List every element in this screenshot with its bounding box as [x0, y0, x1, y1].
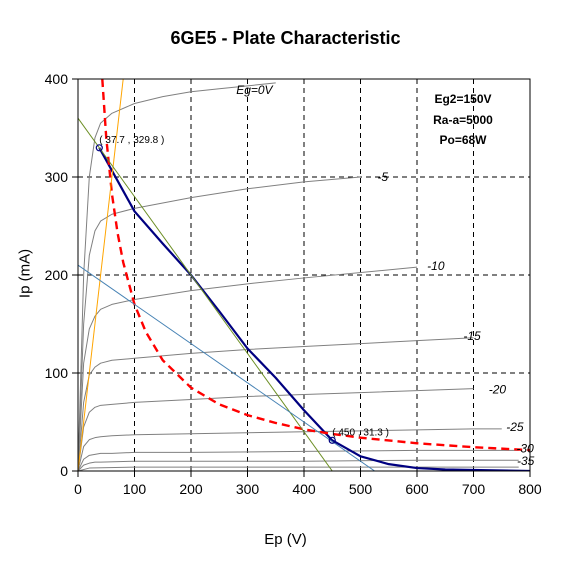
operating-point-marker — [328, 436, 336, 444]
series-line-30 — [78, 449, 519, 471]
series-line-5 — [78, 176, 361, 471]
x-tick-label: 0 — [74, 481, 82, 497]
x-axis-label: Ep (V) — [264, 531, 307, 548]
series-line — [78, 79, 124, 471]
y-tick-label: 300 — [45, 169, 69, 185]
series-line-Eg0V — [78, 82, 276, 471]
x-tick-label: 300 — [236, 481, 260, 497]
operating-point-marker — [95, 144, 103, 152]
series-line — [101, 79, 530, 452]
series-line — [98, 147, 530, 471]
grid-voltage-label: -35 — [517, 454, 535, 468]
grid-voltage-label: Eg=0V — [236, 83, 273, 97]
grid-voltage-label: -20 — [489, 383, 507, 397]
x-tick-label: 200 — [179, 481, 203, 497]
series-line — [78, 466, 519, 471]
y-tick-label: 400 — [45, 71, 69, 87]
series-line-20 — [78, 388, 474, 471]
x-tick-label: 800 — [518, 481, 542, 497]
y-tick-label: 100 — [45, 365, 69, 381]
grid-voltage-label: -25 — [506, 420, 524, 434]
series-line — [78, 264, 375, 471]
x-tick-label: 600 — [405, 481, 429, 497]
x-tick-label: 400 — [292, 481, 316, 497]
x-tick-label: 700 — [462, 481, 486, 497]
grid-voltage-label: -15 — [463, 329, 481, 343]
x-tick-label: 100 — [123, 481, 147, 497]
series-line-25 — [78, 428, 502, 471]
grid-voltage-label: -10 — [427, 259, 445, 273]
y-tick-label: 0 — [60, 463, 68, 479]
grid-voltage-label: -5 — [377, 170, 388, 184]
chart-title: 6GE5 - Plate Characteristic — [170, 28, 401, 48]
operating-point-label: ( 450 , 31.3 ) — [332, 427, 389, 438]
info-po: Po=68W — [439, 133, 487, 147]
series-line-10 — [78, 266, 418, 471]
operating-point-label: ( 37.7 , 329.8 ) — [99, 135, 164, 146]
x-tick-label: 500 — [349, 481, 373, 497]
info-ra-a: Ra-a=5000 — [433, 113, 493, 127]
y-tick-label: 200 — [45, 267, 69, 283]
info-eg2: Eg2=150V — [434, 92, 492, 106]
